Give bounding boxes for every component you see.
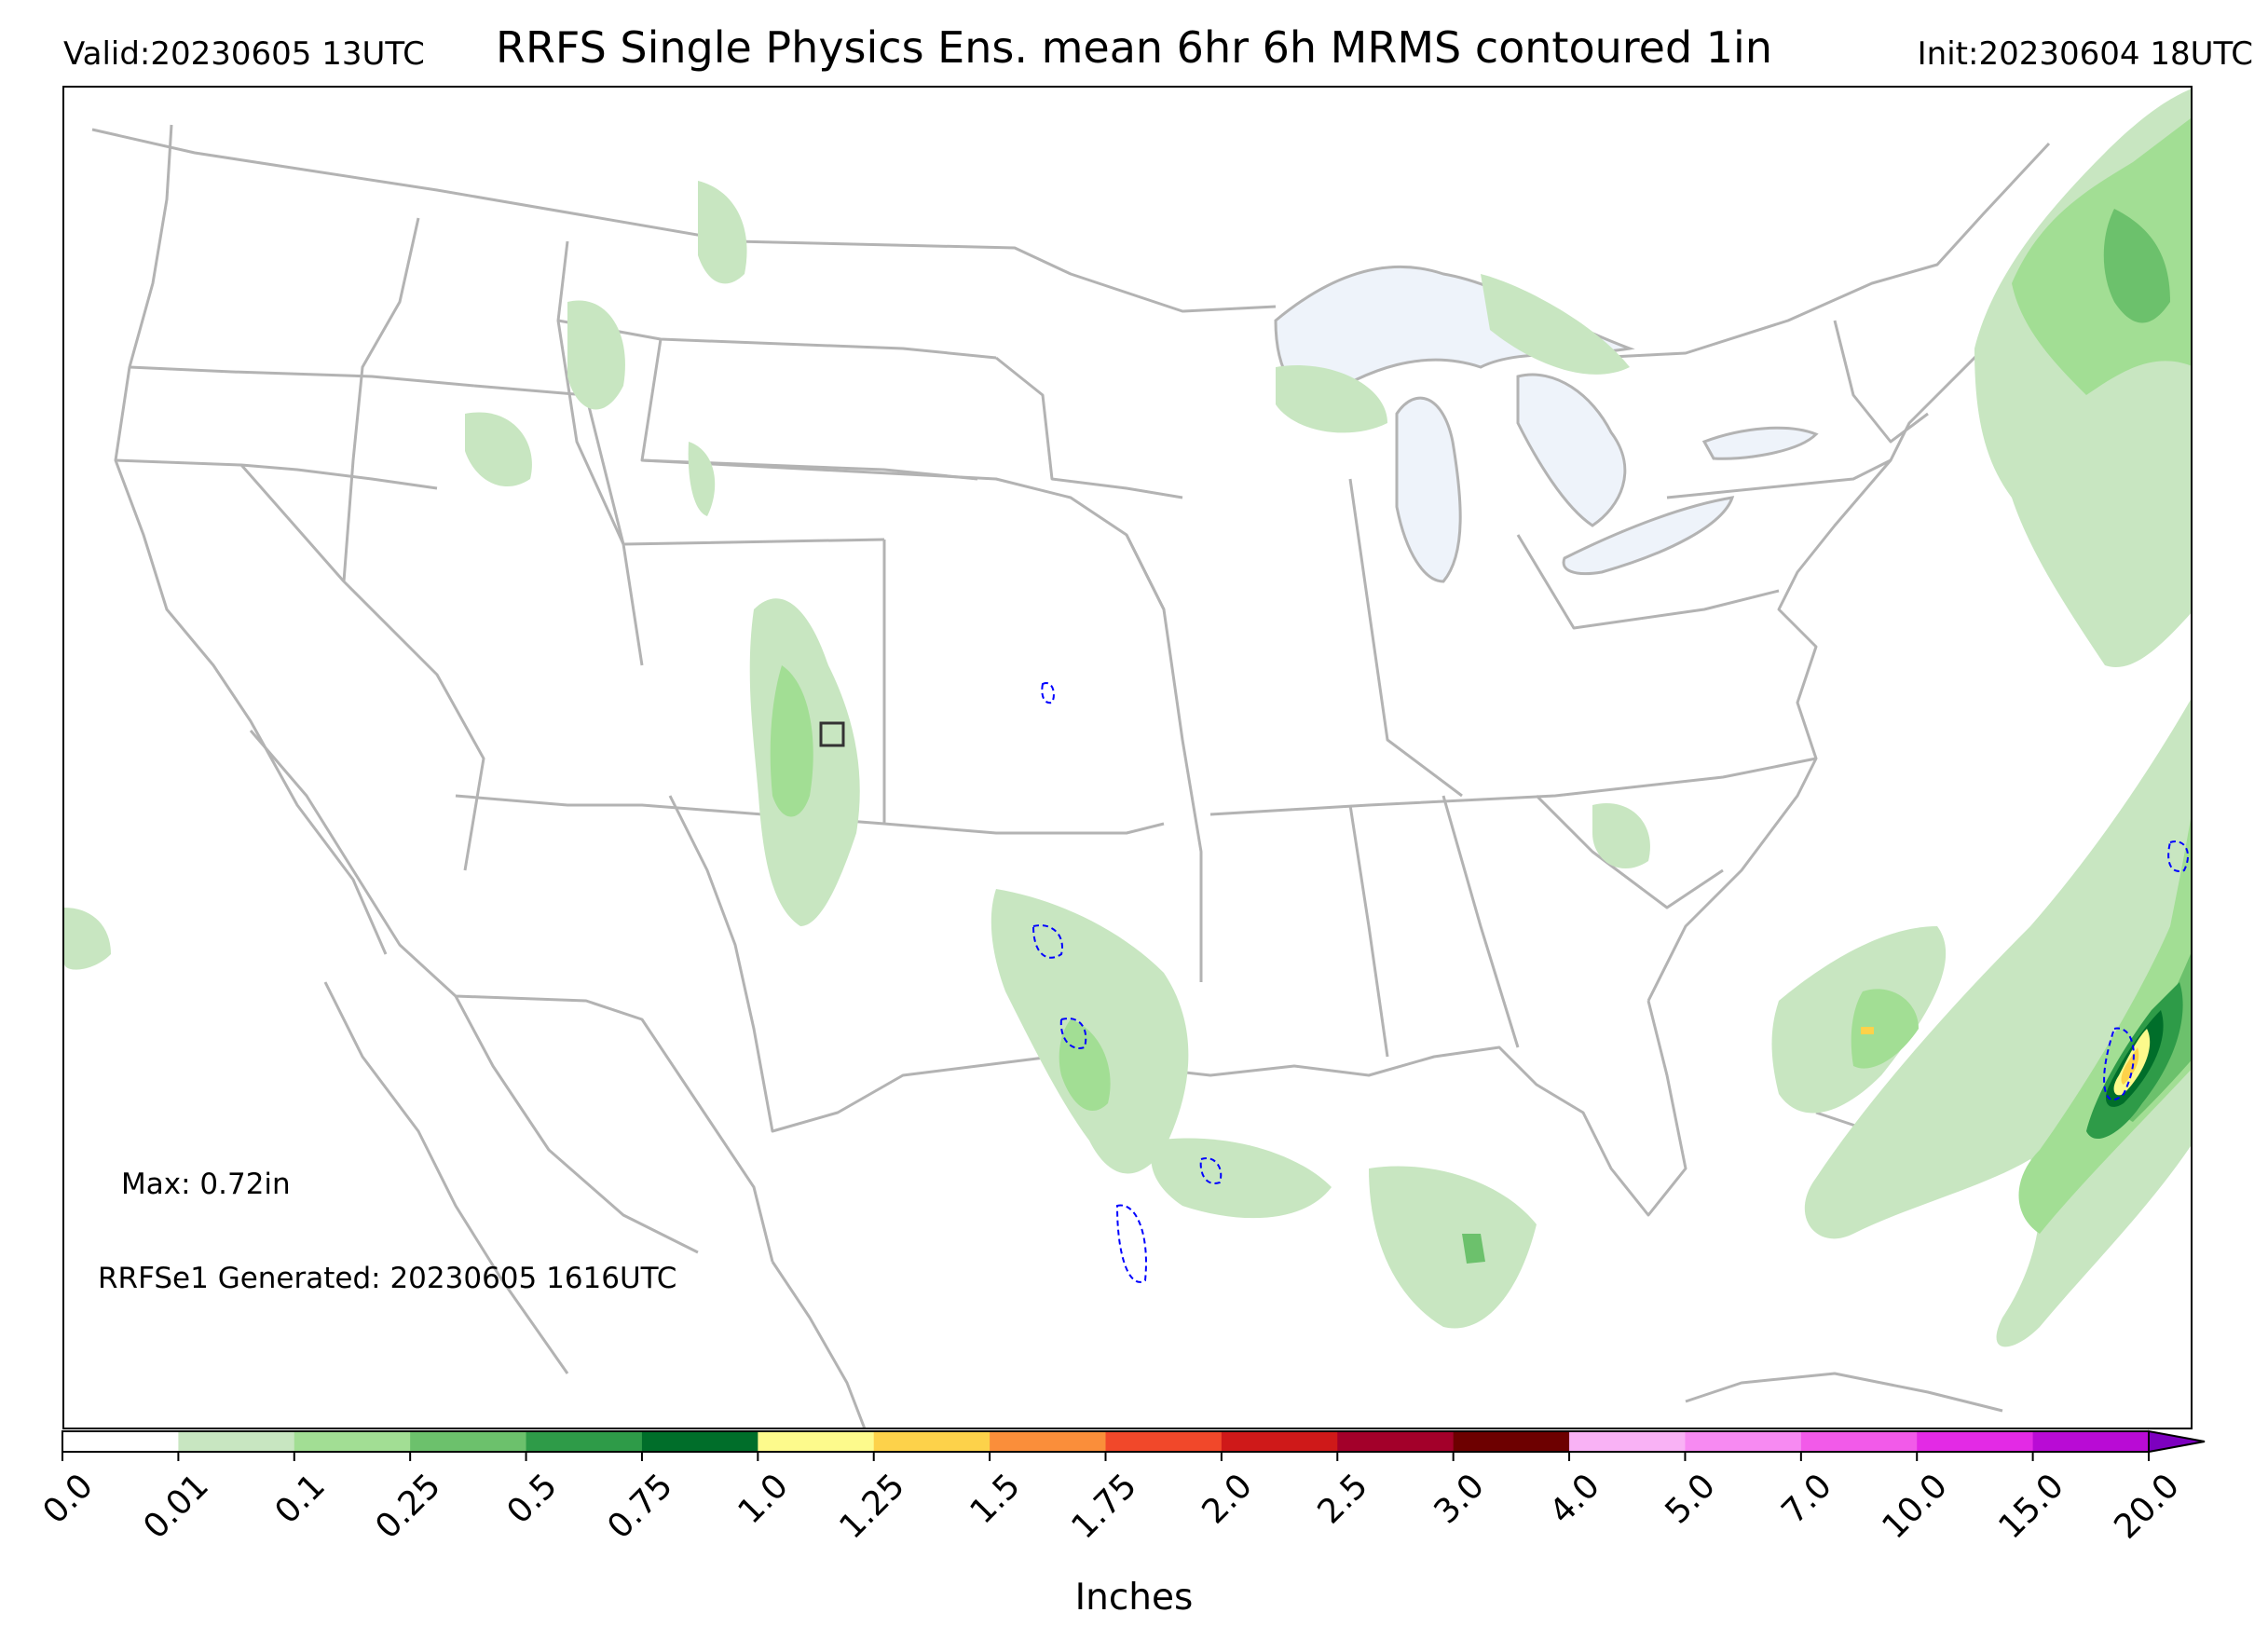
colorbar-tick-label: 5.0 bbox=[1658, 1467, 1724, 1532]
mo-ar-la bbox=[1125, 534, 1203, 982]
gulf-coast bbox=[668, 795, 1687, 1217]
colorbar-tick-label: 1.75 bbox=[1063, 1467, 1144, 1547]
northern-plains-precip bbox=[64, 181, 1650, 970]
cuba bbox=[1685, 1372, 2003, 1413]
baja bbox=[323, 981, 569, 1374]
colorbar-tick-label: 0.5 bbox=[499, 1467, 565, 1532]
mx-interior bbox=[454, 995, 699, 1254]
or-ca-nv-id bbox=[115, 458, 438, 490]
max-value-label: Max: 0.72in bbox=[121, 1168, 291, 1201]
colorbar-swatch bbox=[2032, 1431, 2150, 1452]
colorbar-tick-label: 2.0 bbox=[1195, 1467, 1260, 1532]
lake-erie bbox=[1562, 496, 1735, 576]
colorbar-tick-label: 7.0 bbox=[1774, 1467, 1839, 1532]
colorbar-extend-arrow bbox=[2148, 1429, 2206, 1454]
al-ga bbox=[1441, 795, 1520, 1048]
carolina-offshore bbox=[1771, 926, 1947, 1114]
mrms-contours bbox=[1032, 682, 2189, 1283]
colorbar-tick-label: 0.25 bbox=[368, 1467, 449, 1547]
tn-ms-al-ga bbox=[1348, 804, 1389, 1058]
max-location-box bbox=[819, 721, 845, 747]
great-lakes bbox=[1274, 265, 1819, 583]
colorbar-swatch bbox=[873, 1431, 991, 1452]
nv-ut-az bbox=[239, 464, 485, 871]
colorbar-tick-label: 4.0 bbox=[1542, 1467, 1608, 1532]
west-coast bbox=[114, 124, 388, 955]
colorbar-tick-label: 0.0 bbox=[35, 1467, 101, 1532]
init-time: Init:20230604 18UTC bbox=[1917, 35, 2253, 73]
colorbar-tick-label: 0.75 bbox=[600, 1467, 680, 1547]
colorbar-swatch bbox=[1685, 1431, 1802, 1452]
new-england bbox=[1833, 320, 1929, 444]
colorbar-tick-label: 15.0 bbox=[1990, 1467, 2071, 1547]
wa-or bbox=[129, 365, 475, 388]
precip-fields bbox=[64, 89, 2191, 1347]
id-wy-mt bbox=[342, 217, 420, 582]
texas-precip bbox=[991, 889, 1189, 1174]
colorbar-swatch bbox=[410, 1431, 527, 1452]
mex-gulf bbox=[771, 1261, 867, 1428]
colorbar-tick-label: 20.0 bbox=[2107, 1467, 2187, 1547]
mexico-border bbox=[249, 730, 774, 1263]
colorbar-swatch bbox=[1453, 1431, 1570, 1452]
map-canvas bbox=[64, 89, 2191, 1428]
canada-border bbox=[91, 128, 1277, 313]
colorbar-tick-label: 0.01 bbox=[136, 1467, 217, 1547]
lake-michigan bbox=[1395, 396, 1462, 583]
colorbar-swatch bbox=[641, 1431, 758, 1452]
east-coast bbox=[1646, 347, 1986, 1002]
valid-time: Valid:20230605 13UTC bbox=[63, 35, 425, 73]
pa-ny-nj bbox=[1666, 458, 1892, 499]
gulf-precip bbox=[1151, 1138, 1537, 1329]
colorbar-swatch bbox=[758, 1431, 875, 1452]
colorado-precip bbox=[749, 598, 860, 926]
ks-ok-tx bbox=[882, 540, 1165, 835]
colorbar-border bbox=[61, 1430, 2150, 1453]
colorbar-tick-label: 0.1 bbox=[267, 1467, 333, 1532]
colorbar-swatch bbox=[1800, 1431, 1918, 1452]
colorbar-tick-label: 2.5 bbox=[1310, 1467, 1376, 1532]
il-in-oh bbox=[1348, 478, 1463, 798]
colorbar-swatch bbox=[62, 1431, 179, 1452]
colorbar-swatch bbox=[1221, 1431, 1338, 1452]
ga-sc-nc bbox=[1535, 794, 1724, 909]
colorbar-swatch bbox=[178, 1431, 295, 1452]
colorbar-swatch bbox=[1337, 1431, 1455, 1452]
colorbar-tick-label: 10.0 bbox=[1875, 1467, 1956, 1547]
colorbar-tick-label: 3.0 bbox=[1427, 1467, 1492, 1532]
mn-ia-wi bbox=[995, 356, 1183, 499]
oh-pa-ny bbox=[1516, 534, 1780, 630]
colorbar-swatch bbox=[1569, 1431, 1686, 1452]
colorbar-swatch bbox=[294, 1431, 411, 1452]
ut-co bbox=[473, 384, 644, 666]
wy-co-ne bbox=[556, 240, 885, 546]
colorbar-tick-label: 1.0 bbox=[731, 1467, 797, 1532]
map-title: RRFS Single Physics Ens. mean 6hr 6h MRM… bbox=[496, 22, 1772, 73]
maine-precip bbox=[1974, 89, 2191, 667]
colorbar-label: Inches bbox=[1074, 1577, 1194, 1619]
generated-label: RRFSe1 Generated: 20230605 1616UTC bbox=[98, 1262, 677, 1295]
state-boundaries bbox=[91, 124, 2051, 1428]
colorbar-swatch bbox=[1105, 1431, 1223, 1452]
ky-tn-va bbox=[1209, 757, 1817, 816]
precip-map bbox=[62, 86, 2193, 1429]
colorbar-swatch bbox=[1917, 1431, 2034, 1452]
lake-huron bbox=[1516, 373, 1627, 527]
colorbar-swatch bbox=[526, 1431, 643, 1452]
colorbar-tick-label: 1.25 bbox=[832, 1467, 912, 1547]
canada-border-east bbox=[1592, 142, 2051, 360]
lake-ontario bbox=[1701, 426, 1819, 460]
colorbar-swatch bbox=[990, 1431, 1106, 1452]
colorbar-tick-label: 1.5 bbox=[963, 1467, 1029, 1532]
